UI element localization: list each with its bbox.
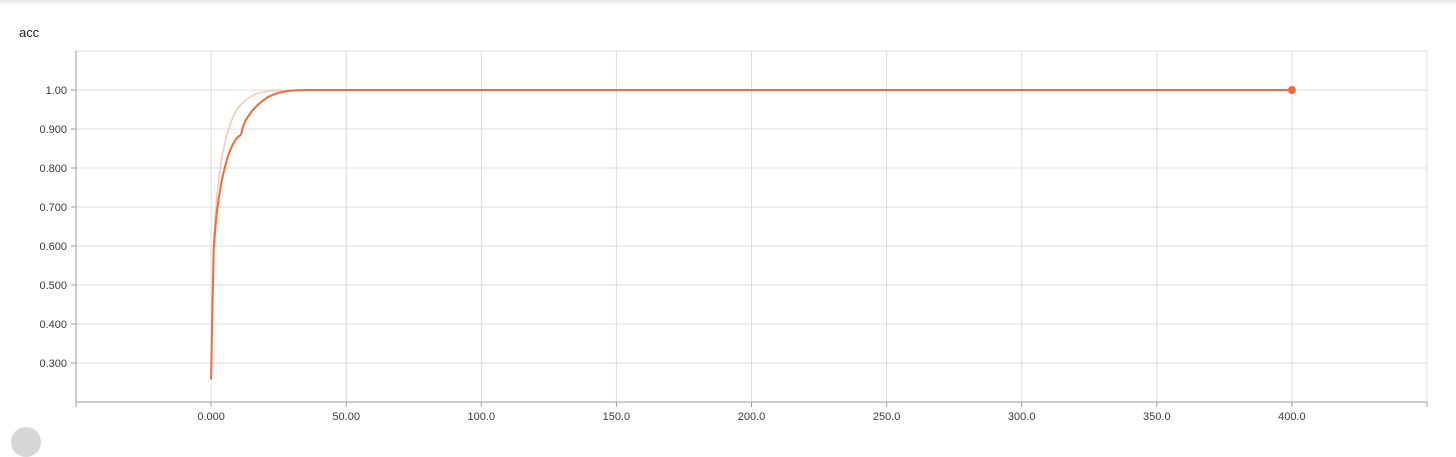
series-group — [210, 86, 1296, 380]
top-shadow — [0, 0, 1456, 6]
series-line-smoothed — [210, 89, 1293, 380]
y-tick-label: 0.400 — [39, 319, 67, 331]
y-tick-label: 0.800 — [39, 163, 67, 175]
x-tick-label: 200.0 — [738, 411, 766, 423]
x-tick-labels: 0.000 50.00 100.0 150.0 200.0 250.0 300.0 350.0… — [197, 411, 1305, 423]
x-tick-label: 100.0 — [468, 411, 496, 423]
grid — [76, 50, 1428, 402]
y-tick-label: 0.500 — [39, 280, 67, 292]
x-tick-label: 0.000 — [197, 411, 225, 423]
expand-button[interactable] — [11, 427, 41, 457]
x-tick-label: 350.0 — [1143, 411, 1171, 423]
y-tick-labels: 0.300 0.400 0.500 0.600 0.700 0.800 0.900 1.00 — [39, 85, 67, 370]
y-tick-label: 0.900 — [39, 124, 67, 136]
chart-title: acc — [19, 25, 40, 40]
last-point-marker[interactable] — [1287, 86, 1296, 94]
x-tick-label: 300.0 — [1008, 411, 1036, 423]
y-tick-label: 0.700 — [39, 202, 67, 214]
chart[interactable]: 0.000 50.00 100.0 150.0 200.0 250.0 300.0 350.0… — [0, 0, 1456, 436]
x-tick-label: 250.0 — [873, 411, 901, 423]
x-tick-label: 150.0 — [603, 411, 631, 423]
y-tick-label: 0.300 — [39, 358, 67, 370]
y-tick-label: 0.600 — [39, 241, 67, 253]
x-tick-label: 400.0 — [1278, 411, 1306, 423]
axes — [71, 51, 1428, 407]
x-tick-label: 50.00 — [332, 411, 360, 423]
y-tick-label: 1.00 — [46, 85, 67, 97]
